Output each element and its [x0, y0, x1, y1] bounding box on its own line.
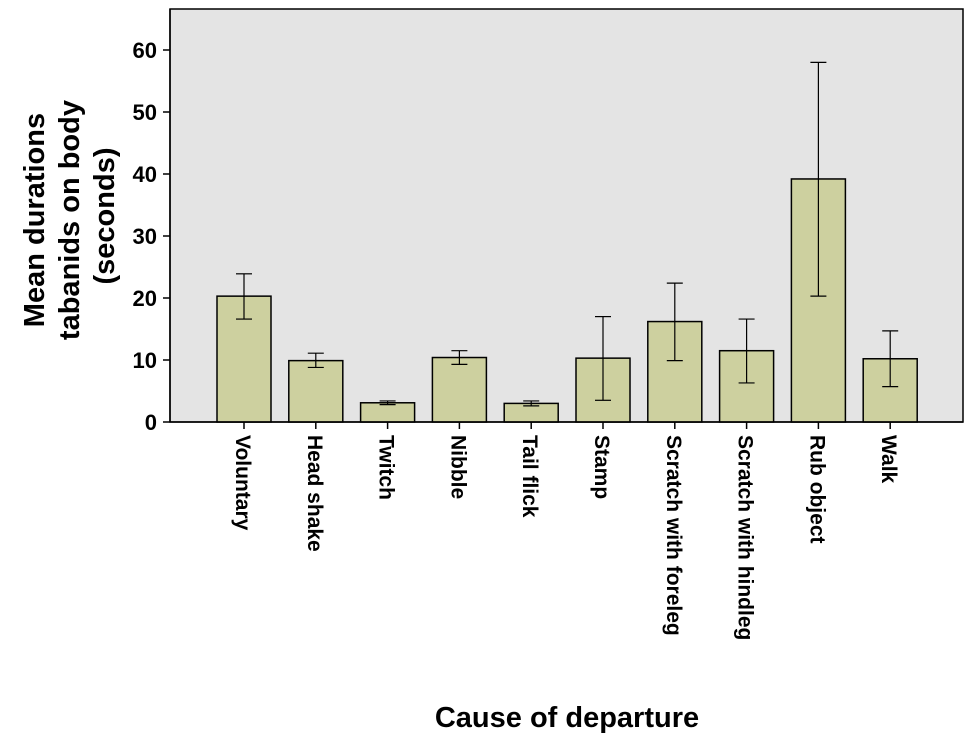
bar — [431, 356, 488, 423]
x-tick-label: Scratch with hindleg — [734, 435, 757, 640]
x-tick-label: Tail flick — [518, 435, 541, 518]
y-axis-title-line-2: tabanids on body — [54, 100, 86, 340]
error-bar — [595, 316, 611, 401]
x-tick-label: Twitch — [375, 435, 398, 500]
error-bar — [666, 282, 683, 362]
x-tick-label: Stamp — [590, 435, 613, 499]
y-tick-label: 0 — [145, 410, 157, 435]
x-tick-label: Voluntary — [231, 435, 254, 531]
error-bar — [307, 352, 324, 369]
y-tick-label: 20 — [133, 286, 157, 311]
x-tick-label: Scratch with foreleg — [662, 435, 685, 636]
bar — [288, 359, 344, 423]
x-tick-label: Rub object — [805, 435, 828, 544]
y-tick-label: 50 — [133, 100, 157, 125]
error-bars — [236, 61, 899, 407]
error-bar — [379, 400, 396, 406]
y-axis: 0 10 20 30 40 50 60 — [133, 9, 171, 435]
error-bar — [523, 400, 540, 407]
x-tick-label: Nibble — [446, 435, 469, 499]
error-bar — [451, 350, 468, 365]
y-tick-label: 30 — [133, 224, 157, 249]
error-bar — [882, 330, 899, 388]
error-bar — [810, 61, 827, 297]
x-axis: Voluntary Head shake Twitch Nibble Tail flic… — [170, 421, 963, 640]
error-bar — [738, 318, 755, 384]
x-tick-label: Walk — [877, 435, 900, 484]
bar — [359, 402, 416, 423]
y-axis-title-line-3: (seconds) — [89, 148, 121, 285]
error-bar — [236, 273, 252, 320]
y-tick-label: 40 — [133, 162, 157, 187]
y-tick-label: 60 — [133, 38, 157, 63]
x-axis-title: Cause of departure — [435, 702, 699, 734]
y-axis-title: Mean durations tabanids on body (seconds… — [19, 92, 121, 340]
y-tick-label: 10 — [133, 348, 157, 373]
y-axis-title-line-1: Mean durations — [19, 113, 51, 327]
x-tick-label: Head shake — [303, 435, 326, 552]
